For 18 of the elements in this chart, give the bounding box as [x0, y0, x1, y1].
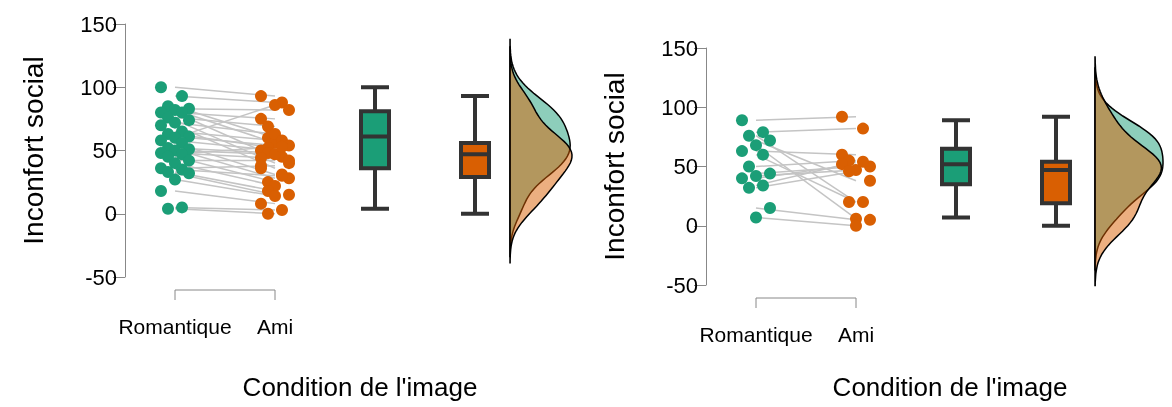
x-tick-label: Ami: [837, 323, 875, 346]
y-tick-label: 50: [92, 138, 117, 163]
y-tick-label: 0: [685, 213, 698, 239]
y-tick-label: 100: [80, 74, 117, 100]
y-tick-label: 150: [80, 11, 117, 37]
y-tick-label: 150: [661, 35, 698, 61]
y-axis-title: Inconfort social: [598, 72, 630, 261]
x-tick-label: Romantique: [118, 315, 232, 338]
y-tick-label: 50: [673, 154, 698, 179]
y-axis-title: Inconfort social: [17, 56, 49, 245]
x-tick-label: Romantique: [699, 323, 813, 346]
y-tick-label: -50: [85, 264, 117, 290]
x-tick-label: Ami: [256, 315, 294, 338]
x-axis-title: Condition de l'image: [832, 372, 1068, 402]
x-axis-title: Condition de l'image: [242, 372, 478, 402]
y-tick-label: 0: [104, 201, 117, 227]
y-tick-label: -50: [666, 272, 698, 298]
y-tick-label: 100: [661, 94, 698, 120]
